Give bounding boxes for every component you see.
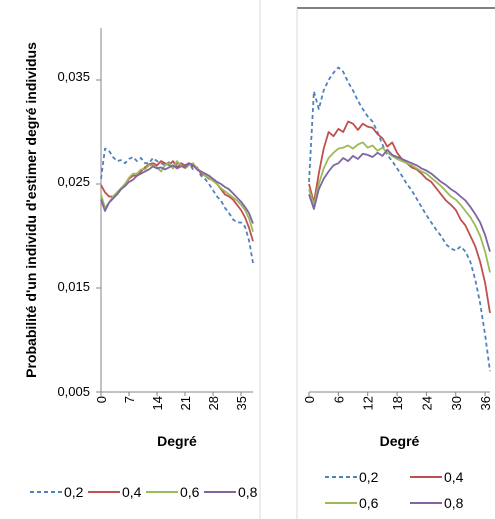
legend-label: 0,2: [64, 484, 84, 500]
series-line-0-4: [308, 120, 491, 314]
chart-right: 0 6 12 18 24 30 36 Degré: [302, 66, 493, 449]
series-line-0-4: [100, 160, 254, 242]
series-line-0-8: [308, 148, 491, 252]
x-tick-label: 7: [122, 396, 137, 403]
y-axis-title: Probabilité d'un individu d'estimer degr…: [23, 42, 39, 378]
legend-item: 0,2: [325, 469, 379, 485]
y-tick-label: 0,035: [57, 69, 90, 84]
series-line-0-6: [308, 141, 491, 273]
x-axis-title: Degré: [380, 433, 420, 449]
x-tick-label: 0: [302, 396, 317, 403]
series-line-0-2: [308, 66, 491, 372]
x-tick-label: 18: [390, 396, 405, 410]
x-tick-label: 0: [94, 396, 109, 403]
series-line-0-8: [100, 162, 254, 224]
legend-label: 0,8: [444, 495, 464, 511]
legend-label: 0,8: [238, 484, 258, 500]
chart-left: 0 7 14 21 28 35 Degré: [94, 28, 254, 449]
legend-item: 0,6: [325, 495, 379, 511]
legend-item: 0,4: [88, 484, 142, 500]
legend-item: 0,6: [146, 484, 200, 500]
legend-label: 0,2: [359, 469, 379, 485]
y-tick-label: 0,025: [57, 174, 90, 189]
y-tick-label: 0,005: [57, 384, 90, 399]
legends: 0,2 0,4 0,6 0,8 0,2 0,4 0,6 0,8: [30, 469, 464, 511]
legend-item: 0,4: [410, 469, 464, 485]
legend-label: 0,6: [180, 484, 200, 500]
legend-label: 0,4: [444, 469, 464, 485]
series-line-0-2: [100, 147, 254, 264]
x-tick-label: 30: [449, 396, 464, 410]
x-tick-label: 24: [419, 396, 434, 410]
legend-label: 0,4: [122, 484, 142, 500]
y-tick-label: 0,015: [57, 279, 90, 294]
x-tick-label: 6: [331, 396, 346, 403]
x-tick-label: 35: [234, 396, 249, 410]
legend-item: 0,8: [410, 495, 464, 511]
x-tick-label: 28: [206, 396, 221, 410]
legend-item: 0,2: [30, 484, 84, 500]
x-axis-title: Degré: [157, 433, 197, 449]
series-line-0-6: [100, 160, 254, 233]
x-tick-label: 36: [478, 396, 493, 410]
x-tick-label: 12: [361, 396, 376, 410]
legend-item: 0,8: [204, 484, 258, 500]
x-tick-label: 14: [150, 396, 165, 410]
x-tick-label: 21: [178, 396, 193, 410]
legend-label: 0,6: [359, 495, 379, 511]
